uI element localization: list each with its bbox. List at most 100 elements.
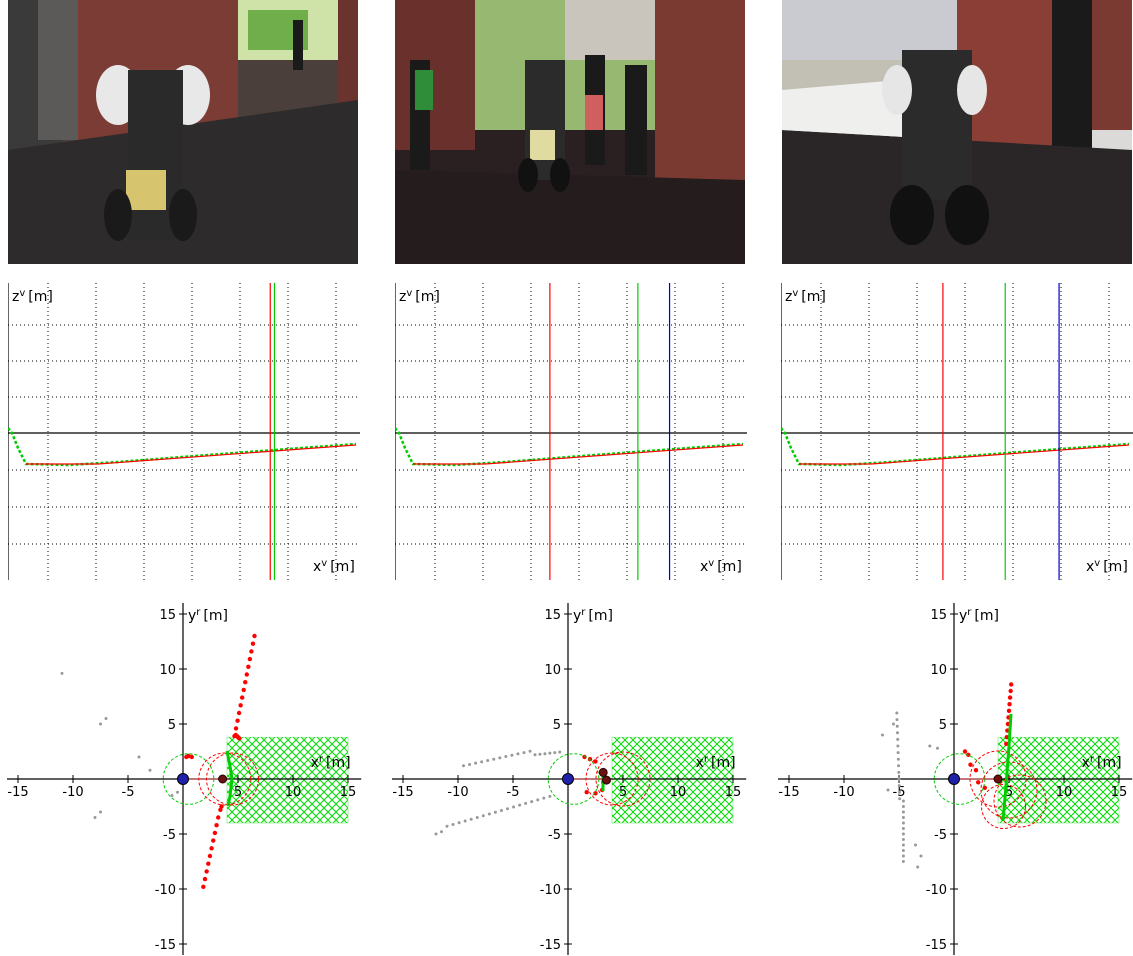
obstacle-point bbox=[533, 753, 537, 757]
obstacle-point bbox=[492, 757, 496, 761]
x-axis-label: xv [m] bbox=[313, 558, 355, 576]
laser-point bbox=[233, 726, 239, 731]
laser-point bbox=[247, 656, 253, 662]
target-range-circle bbox=[981, 784, 1026, 829]
y-tick-label: 10 bbox=[930, 663, 947, 678]
laser-point bbox=[584, 790, 589, 795]
obstacle-point bbox=[901, 854, 905, 858]
obstacle-point bbox=[176, 790, 179, 794]
traversable-region bbox=[226, 736, 349, 824]
laser-point bbox=[973, 768, 979, 773]
obstacle-point bbox=[897, 770, 901, 774]
x-axis-label: xr [m] bbox=[311, 754, 351, 772]
map-panel-1: -15 -10 -5 5 10 15 15 10 5 -5 -10 -15 yr [m] xr [m] bbox=[0, 596, 370, 956]
laser-point bbox=[593, 791, 598, 796]
obstacle-point bbox=[440, 830, 443, 834]
obstacle-point bbox=[895, 724, 899, 728]
laser-point bbox=[1007, 702, 1012, 707]
obstacle-point bbox=[901, 816, 905, 819]
y-tick-label: -10 bbox=[926, 883, 947, 898]
target-point bbox=[993, 774, 1003, 784]
obstacle-point bbox=[901, 810, 905, 814]
obstacle-point bbox=[896, 744, 900, 748]
obstacle-point bbox=[892, 722, 895, 726]
y-tick-label: 10 bbox=[159, 663, 176, 678]
robot-origin bbox=[177, 773, 189, 785]
obstacle-point bbox=[480, 760, 484, 764]
ground-profile-series bbox=[8, 427, 357, 467]
obstacle-point bbox=[457, 821, 461, 825]
y-tick-label: 5 bbox=[939, 718, 947, 733]
obstacle-point bbox=[543, 752, 547, 756]
laser-point bbox=[962, 749, 968, 754]
obstacle-point bbox=[936, 746, 939, 750]
x-tick-label: 5 bbox=[1005, 785, 1013, 800]
obstacle-point bbox=[524, 801, 528, 805]
z-axis-label: zv [m] bbox=[785, 288, 826, 306]
laser-point bbox=[1004, 735, 1009, 740]
x-tick-label: -10 bbox=[62, 785, 83, 800]
y-tick-label: 15 bbox=[159, 608, 176, 623]
laser-point bbox=[235, 718, 240, 723]
obstacle-point bbox=[468, 762, 472, 766]
obstacle-point bbox=[493, 810, 497, 814]
obstacle-point bbox=[928, 744, 932, 748]
obstacle-point bbox=[916, 865, 920, 869]
obstacle-point bbox=[548, 751, 552, 755]
laser-point bbox=[207, 853, 213, 859]
obstacle-point bbox=[548, 794, 552, 798]
profile-panel-3: zv [m] xv [m] bbox=[781, 283, 1133, 580]
laser-point bbox=[214, 823, 219, 828]
y-axis-label: yr [m] bbox=[188, 607, 228, 625]
obstacle-point bbox=[896, 757, 900, 761]
laser-point bbox=[201, 884, 206, 889]
x-tick-label: -15 bbox=[7, 785, 28, 800]
y-tick-label: -15 bbox=[155, 938, 176, 953]
obstacle-point bbox=[898, 797, 902, 801]
y-tick-label: 15 bbox=[544, 608, 561, 623]
obstacle-point bbox=[99, 722, 102, 726]
obstacle-point bbox=[897, 777, 901, 781]
y-tick-label: 10 bbox=[544, 663, 561, 678]
laser-point bbox=[1008, 688, 1013, 694]
obstacle-point bbox=[522, 751, 526, 755]
obstacle-point bbox=[498, 756, 502, 760]
y-tick-label: 15 bbox=[930, 608, 947, 623]
z-axis-label: zv [m] bbox=[399, 288, 440, 306]
x-tick-label: 5 bbox=[619, 785, 627, 800]
obstacle-point bbox=[518, 803, 522, 807]
obstacle-point bbox=[897, 784, 901, 788]
obstacle-point bbox=[137, 755, 141, 759]
laser-point bbox=[243, 680, 248, 685]
obstacle-point bbox=[445, 824, 449, 828]
y-tick-label: -5 bbox=[934, 828, 947, 843]
laser-point bbox=[246, 664, 251, 669]
obstacle-point bbox=[895, 731, 899, 735]
obstacle-point bbox=[504, 755, 508, 759]
y-tick-label: -10 bbox=[155, 883, 176, 898]
obstacle-point bbox=[516, 752, 520, 756]
obstacle-point bbox=[536, 798, 540, 802]
laser-point bbox=[212, 830, 218, 836]
y-tick-label: -15 bbox=[926, 938, 947, 953]
x-tick-label: -15 bbox=[778, 785, 799, 800]
x-tick-label: 15 bbox=[1111, 785, 1128, 800]
obstacle-point bbox=[881, 733, 884, 737]
fitted-line-series bbox=[413, 444, 744, 465]
laser-point bbox=[211, 838, 216, 843]
obstacle-point bbox=[60, 671, 64, 675]
obstacle-point bbox=[104, 717, 108, 720]
laser-point bbox=[582, 754, 587, 760]
photo-3 bbox=[782, 0, 1132, 264]
x-tick-label: 15 bbox=[725, 785, 742, 800]
ground-profile-series bbox=[395, 427, 744, 467]
target-point bbox=[598, 767, 608, 777]
y-tick-label: -15 bbox=[540, 938, 561, 953]
trajectory-series bbox=[225, 750, 234, 807]
obstacle-point bbox=[901, 843, 905, 847]
x-tick-label: 15 bbox=[340, 785, 357, 800]
obstacle-point bbox=[434, 832, 438, 836]
obstacle-point bbox=[901, 832, 905, 836]
obstacle-point bbox=[487, 812, 491, 816]
